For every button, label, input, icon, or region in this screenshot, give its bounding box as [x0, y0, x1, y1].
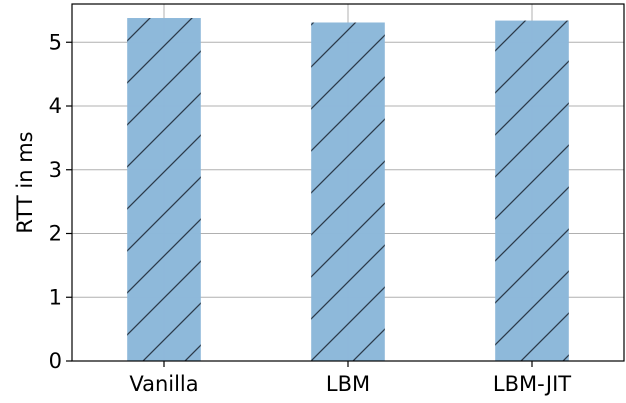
bar-hatch	[127, 18, 201, 362]
x-axis: Vanilla LBM LBM-JIT	[129, 361, 571, 396]
y-tick-label: 1	[49, 285, 62, 309]
y-tick-label: 0	[49, 349, 62, 373]
bar-hatch	[311, 22, 385, 362]
x-tick-label: LBM	[326, 372, 370, 396]
y-axis: 0 1 2 3 4 5	[49, 30, 72, 373]
x-tick-label: Vanilla	[129, 372, 198, 396]
y-tick-label: 4	[49, 94, 62, 118]
y-tick-label: 5	[49, 30, 62, 54]
bar-hatch	[495, 20, 569, 361]
x-tick-label: LBM-JIT	[493, 372, 571, 396]
y-axis-label: RTT in ms	[13, 131, 37, 233]
y-tick-label: 2	[49, 222, 62, 246]
bar-group	[127, 18, 569, 362]
y-tick-label: 3	[49, 158, 62, 182]
